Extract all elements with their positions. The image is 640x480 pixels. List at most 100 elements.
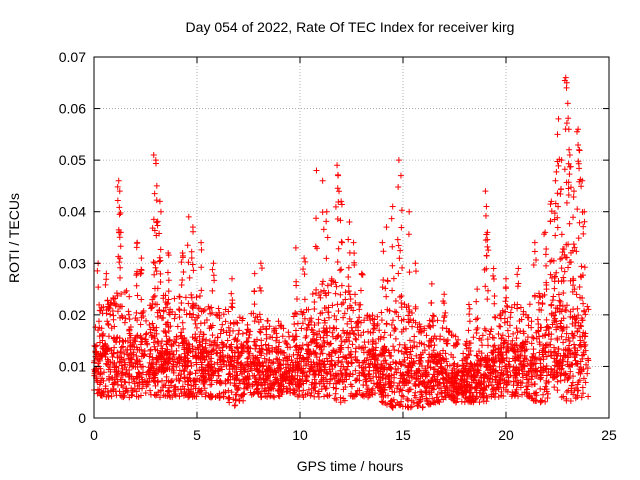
data-point: [483, 203, 490, 210]
data-point: [239, 317, 246, 324]
data-point: [113, 364, 120, 371]
data-point: [513, 335, 520, 342]
data-point: [396, 402, 403, 409]
data-point: [480, 374, 487, 381]
data-point: [104, 297, 111, 304]
data-point: [311, 299, 318, 306]
data-point: [281, 369, 288, 375]
data-point: [540, 356, 547, 363]
data-point: [129, 391, 136, 398]
data-point: [380, 248, 387, 255]
data-point: [114, 308, 121, 315]
data-point: [128, 359, 135, 366]
data-point: [172, 311, 179, 318]
data-point: [515, 379, 522, 386]
data-point: [195, 312, 202, 319]
data-point: [181, 307, 188, 314]
data-point: [332, 372, 339, 379]
data-point: [491, 368, 498, 375]
data-point: [151, 333, 158, 340]
data-point: [225, 387, 232, 394]
data-point: [134, 317, 141, 324]
data-point: [155, 339, 162, 346]
data-point: [313, 354, 320, 361]
data-point: [240, 397, 247, 404]
data-point: [411, 333, 418, 340]
data-point: [495, 349, 502, 356]
data-point: [561, 268, 568, 275]
data-point: [175, 342, 182, 349]
data-point: [495, 330, 502, 337]
data-point: [417, 378, 424, 385]
data-point: [118, 344, 125, 351]
data-point: [567, 368, 574, 375]
data-point: [473, 352, 480, 359]
data-point: [558, 365, 565, 372]
data-point: [499, 359, 506, 366]
data-point: [186, 311, 193, 318]
data-point: [356, 370, 363, 377]
data-point: [227, 320, 234, 327]
data-point: [311, 331, 318, 338]
data-point: [118, 382, 125, 389]
data-point: [305, 386, 312, 393]
y-tick-label: 0.03: [59, 255, 86, 271]
data-point: [423, 384, 430, 391]
data-point: [144, 341, 151, 348]
data-point: [529, 353, 536, 360]
data-point: [287, 344, 294, 351]
data-point: [95, 327, 102, 334]
data-point: [346, 315, 353, 322]
data-point: [430, 347, 437, 354]
data-point: [542, 342, 549, 349]
data-point: [264, 394, 271, 401]
data-point: [206, 376, 213, 383]
data-point: [395, 183, 402, 190]
data-point: [395, 270, 402, 277]
data-point: [484, 229, 491, 236]
data-point: [356, 344, 363, 351]
data-point: [409, 323, 416, 330]
data-point: [108, 347, 115, 354]
data-point: [230, 396, 237, 403]
data-point: [97, 350, 104, 357]
data-point: [344, 320, 351, 327]
data-point: [522, 347, 529, 354]
data-point: [156, 307, 163, 314]
data-point: [172, 392, 179, 399]
data-point: [474, 315, 481, 322]
data-point: [226, 370, 233, 377]
data-point: [332, 390, 339, 397]
data-point: [122, 388, 129, 395]
data-point: [558, 265, 565, 272]
data-point: [145, 371, 152, 378]
chart-title: Day 054 of 2022, Rate Of TEC Index for r…: [186, 19, 515, 35]
data-point: [196, 333, 203, 340]
data-point: [116, 259, 123, 266]
data-point: [571, 332, 578, 339]
data-point: [368, 377, 375, 384]
data-point: [452, 333, 459, 340]
data-point: [230, 320, 237, 327]
data-point: [300, 309, 307, 316]
data-point: [157, 356, 164, 363]
data-point: [404, 369, 411, 376]
data-point: [466, 311, 473, 318]
data-point: [531, 239, 538, 246]
data-point: [523, 383, 530, 390]
data-point: [406, 306, 413, 313]
data-point: [165, 309, 172, 316]
data-point: [515, 393, 521, 400]
data-point: [563, 324, 570, 331]
data-point: [528, 324, 535, 331]
data-point: [567, 184, 574, 191]
data-point: [324, 392, 331, 399]
data-point: [560, 277, 567, 284]
data-point: [441, 393, 448, 400]
data-point: [351, 250, 358, 257]
data-point: [221, 358, 228, 365]
data-point: [500, 344, 507, 351]
data-point: [227, 343, 234, 350]
data-point: [474, 381, 481, 388]
data-point: [514, 348, 521, 355]
